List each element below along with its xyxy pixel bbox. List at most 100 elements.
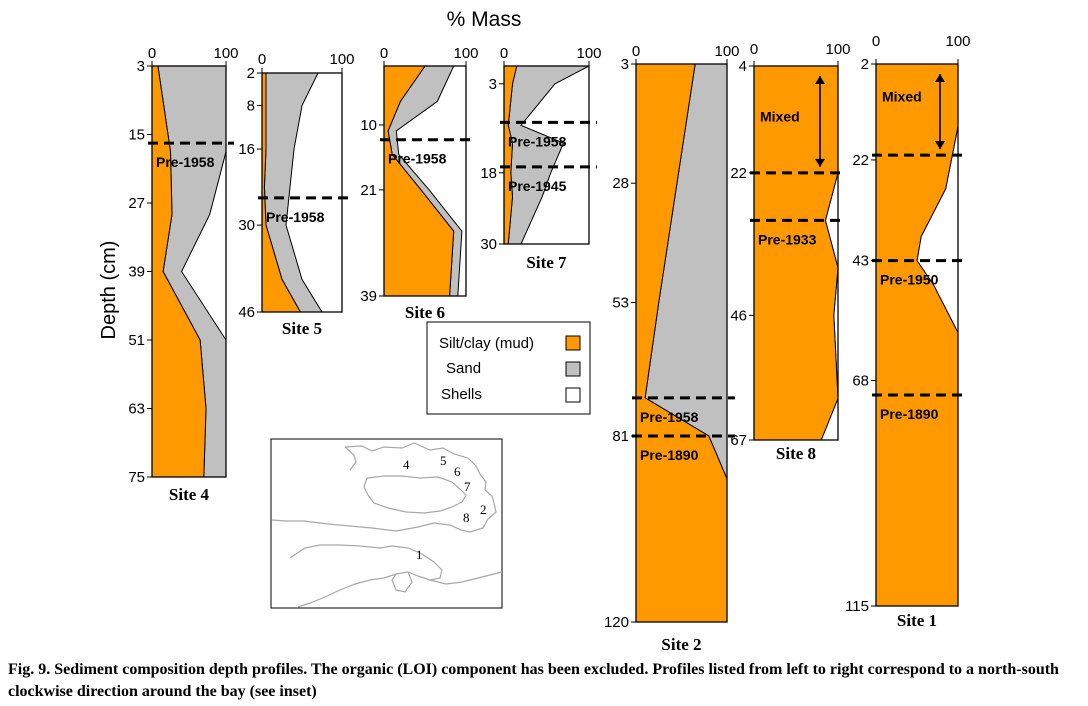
- site-1-mixed-arrow-head-bottom: [935, 141, 945, 150]
- site-2-horizon-label: Pre-1958: [640, 409, 699, 425]
- site-2-x-tick-label: 100: [714, 43, 739, 60]
- site-6-frame: [383, 65, 467, 297]
- site-8-y-tick-label: 46: [730, 307, 747, 324]
- site-2-horizon-label: Pre-1890: [640, 447, 699, 463]
- site-5-x-tick-label: 0: [258, 51, 266, 68]
- site-6-panel: 0 100 10 21 39 Pre-1958 Site 6: [360, 45, 478, 322]
- site-2-y-tick-label: 120: [604, 614, 629, 631]
- site-4-y-tick-label: 51: [128, 332, 145, 349]
- site-4-y-tick-label: 3: [137, 58, 145, 75]
- site-4-y-tick-label: 63: [128, 401, 145, 418]
- inset-site-8-label: 8: [463, 510, 470, 525]
- inset-site-5-label: 5: [440, 453, 447, 468]
- site-4-x-tick-label: 100: [213, 45, 238, 62]
- site-5-y-tick-label: 16: [238, 141, 255, 158]
- legend-swatch-silt: [565, 335, 581, 351]
- site-8-title: Site 8: [776, 444, 816, 463]
- site-1-y-tick-label: 43: [852, 253, 869, 270]
- site-4-panel: 0 100 3 15 27 39 51 63 75 Pre-1958 Site 4: [128, 45, 238, 504]
- site-5-y-tick-label: 2: [247, 65, 255, 82]
- site-7-title: Site 7: [526, 253, 567, 272]
- site-6-y-tick-label: 10: [360, 117, 377, 134]
- site-5-y-tick-label: 30: [238, 217, 255, 234]
- site-1-title: Site 1: [897, 611, 937, 630]
- site-2-frame: [635, 63, 728, 623]
- site-7-x-tick-label: 0: [500, 45, 508, 62]
- legend-label-shells: Shells: [441, 386, 482, 403]
- site-4-y-tick-label: 15: [128, 127, 145, 144]
- inset-site-6-label: 6: [454, 464, 461, 479]
- inset-site-1-label: 1: [416, 547, 423, 562]
- site-5-frame: [261, 72, 343, 313]
- site-6-x-tick-label: 100: [453, 45, 478, 62]
- site-5-title: Site 5: [282, 319, 322, 338]
- chart-title: % Mass: [447, 8, 522, 31]
- site-5-horizon-label: Pre-1958: [266, 209, 325, 225]
- legend-swatch-shells: [565, 387, 581, 403]
- inset-site-2-label: 2: [480, 502, 487, 517]
- site-7-horizon-label: Pre-1945: [508, 178, 567, 194]
- site-1-panel: 0 1002224368115Pre-1950Pre-1890MixedSite …: [845, 33, 970, 630]
- site-5-panel: 0 100 2 8 16 30 46 Pre-1958 Site 5: [238, 51, 354, 338]
- site-1-y-tick-label: 2: [861, 56, 869, 73]
- figure-caption: Fig. 9. Sediment composition depth profi…: [8, 661, 1059, 700]
- site-1-y-tick-label: 68: [852, 373, 869, 390]
- site-7-frame: [503, 65, 590, 245]
- site-7-y-tick-label: 18: [480, 165, 497, 182]
- site-2-y-tick-label: 3: [621, 56, 629, 73]
- legend-swatch-sand: [565, 361, 581, 377]
- site-6-x-tick-label: 0: [380, 45, 388, 62]
- inset-site-4-label: 4: [403, 457, 410, 472]
- site-8-y-tick-label: 67: [730, 432, 747, 449]
- site-8-mixed-label: Mixed: [760, 108, 800, 124]
- site-2-title: Site 2: [661, 635, 701, 654]
- site-7-horizon-label: Pre-1958: [508, 133, 567, 149]
- site-4-y-tick-label: 75: [128, 469, 145, 486]
- site-2-panel: 0 100 3 28 53 81 120 Pre-1958 Pre-1890 Site 2: [604, 43, 740, 654]
- inset-map: 4 5 6 7 2 8 1: [270, 438, 503, 609]
- site-8-x-tick-label: 100: [825, 41, 850, 58]
- site-2-x-tick-label: 0: [632, 43, 640, 60]
- inset-map-frame: [270, 438, 503, 609]
- site-2-y-tick-label: 28: [612, 175, 629, 192]
- site-6-y-tick-label: 39: [360, 288, 377, 305]
- site-6-title: Site 6: [405, 303, 445, 322]
- legend-box: [426, 321, 591, 415]
- site-1-y-tick-label: 115: [845, 598, 869, 615]
- site-1-silt-area: [875, 63, 959, 607]
- site-8-x-tick-label: 0: [750, 41, 758, 58]
- legend-label-silt: Silt/clay (mud): [439, 335, 534, 352]
- site-1-x-tick-label: 0: [872, 33, 880, 50]
- site-4-y-tick-label: 27: [128, 195, 145, 212]
- site-4-horizon-label: Pre-1958: [156, 154, 215, 170]
- site-6-horizon-label: Pre-1958: [388, 151, 447, 167]
- site-8-panel: 0 100 4 22 46 67 Pre-1933 Mixed Site 8: [730, 41, 850, 463]
- site-1-horizon-label: Pre-1950: [880, 272, 939, 288]
- site-5-y-tick-label: 46: [238, 304, 255, 321]
- site-8-mixed-arrow-head-bottom: [815, 158, 825, 167]
- site-1-mixed-label: Mixed: [882, 89, 922, 105]
- site-1-y-tick-label: 22: [852, 152, 869, 169]
- site-4-y-tick-label: 39: [128, 264, 145, 281]
- bay-coastline: [271, 442, 503, 608]
- site-8-y-tick-label: 4: [739, 58, 747, 75]
- legend: Silt/clay (mud) Sand Shells: [426, 321, 591, 415]
- legend-label-sand: Sand: [446, 360, 481, 377]
- site-4-x-tick-label: 0: [148, 45, 156, 62]
- site-8-frame: [753, 65, 839, 441]
- site-1-mixed-arrow-head-top: [935, 74, 945, 82]
- site-7-y-tick-label: 3: [489, 76, 497, 93]
- site-6-y-tick-label: 21: [360, 182, 377, 199]
- site-7-y-tick-label: 30: [480, 236, 497, 253]
- inset-site-7-label: 7: [464, 479, 471, 494]
- site-1-frame: [875, 63, 959, 607]
- site-8-y-tick-label: 22: [730, 165, 747, 182]
- site-2-y-tick-label: 81: [612, 428, 629, 445]
- site-7-panel: 0 100 3 18 30 Pre-1958 Pre-1945 Site 7: [480, 45, 601, 272]
- site-1-horizon-label: Pre-1890: [880, 406, 939, 422]
- site-5-y-tick-label: 8: [247, 98, 255, 115]
- site-1-x-tick-label: 100: [945, 33, 970, 50]
- site-7-x-tick-label: 100: [576, 45, 601, 62]
